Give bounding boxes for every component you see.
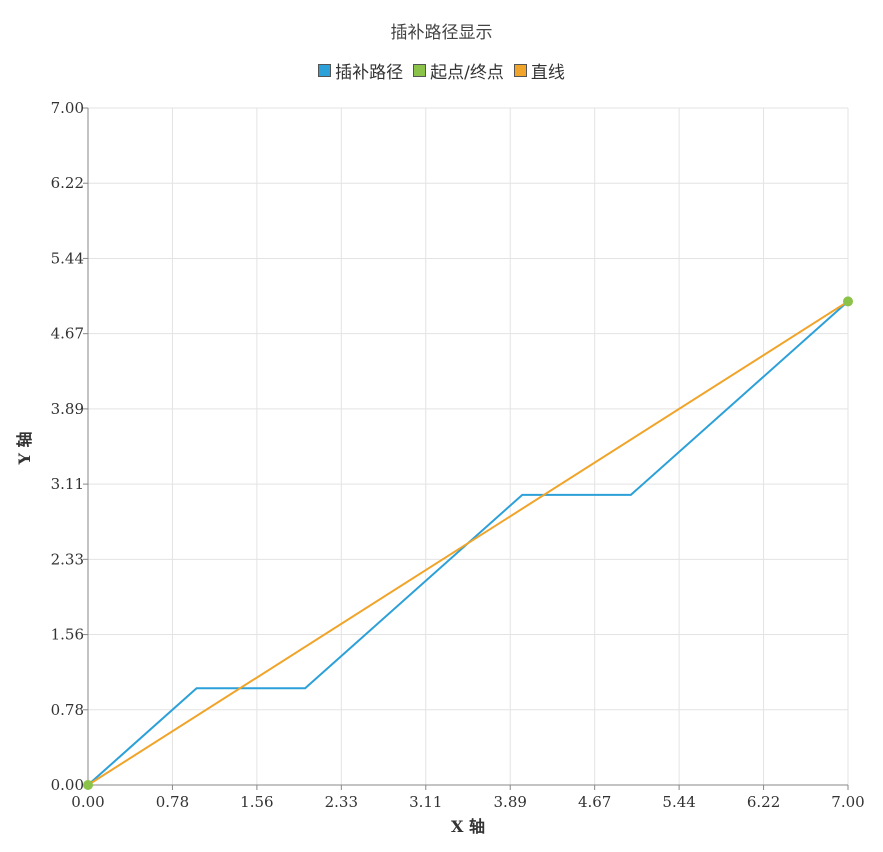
legend-label-line: 直线 xyxy=(530,63,565,83)
y-tick-label: 0.78 xyxy=(51,701,84,719)
y-tick-label: 0.00 xyxy=(51,776,84,794)
legend-label-path: 插补路径 xyxy=(335,63,404,83)
x-tick-label: 3.11 xyxy=(409,793,442,811)
series-line-2 xyxy=(87,300,849,786)
legend-item-path[interactable]: 插补路径 xyxy=(318,58,403,83)
tick-labels: 0.00 0.78 1.56 2.33 3.11 3.89 4.67 5.44 6.22 7.00… xyxy=(51,99,865,811)
legend-swatch-endpoints xyxy=(413,64,427,77)
x-tick-label: 0.78 xyxy=(156,793,189,811)
legend-swatch-path xyxy=(318,64,332,77)
legend-swatch-line xyxy=(513,64,527,77)
y-tick-label: 2.33 xyxy=(51,550,84,568)
y-tick-label: 7.00 xyxy=(51,99,84,117)
endpoint-marker-1 xyxy=(843,296,853,307)
data-marks xyxy=(83,296,853,790)
x-tick-label: 3.89 xyxy=(494,793,527,811)
y-axis-title: Y 轴 xyxy=(15,432,34,466)
y-tick-label: 3.89 xyxy=(51,400,84,418)
y-tick-label: 3.11 xyxy=(51,475,84,493)
x-axis-title: X 轴 xyxy=(451,817,485,836)
x-tick-label: 4.67 xyxy=(578,793,611,811)
legend-label-endpoints: 起点/终点 xyxy=(430,63,504,83)
x-tick-label: 1.56 xyxy=(240,793,273,811)
x-tick-label: 5.44 xyxy=(662,793,695,811)
y-tick-label: 5.44 xyxy=(51,249,84,267)
endpoint-marker-0 xyxy=(83,780,93,790)
y-tick-label: 1.56 xyxy=(51,626,84,644)
x-tick-label: 0.00 xyxy=(71,793,104,811)
x-tick-label: 2.33 xyxy=(325,793,358,811)
grid xyxy=(83,107,849,790)
legend-item-line[interactable]: 直线 xyxy=(513,58,565,83)
y-tick-label: 6.22 xyxy=(51,174,84,192)
chart-title: 插补路径显示 xyxy=(390,23,493,43)
series-line-0 xyxy=(87,300,849,786)
x-tick-label: 7.00 xyxy=(831,793,864,811)
y-tick-label: 4.67 xyxy=(51,325,84,343)
legend-item-endpoints[interactable]: 起点/终点 xyxy=(413,58,504,83)
legend: 插补路径 起点/终点 直线 xyxy=(0,58,883,83)
x-tick-label: 6.22 xyxy=(747,793,780,811)
